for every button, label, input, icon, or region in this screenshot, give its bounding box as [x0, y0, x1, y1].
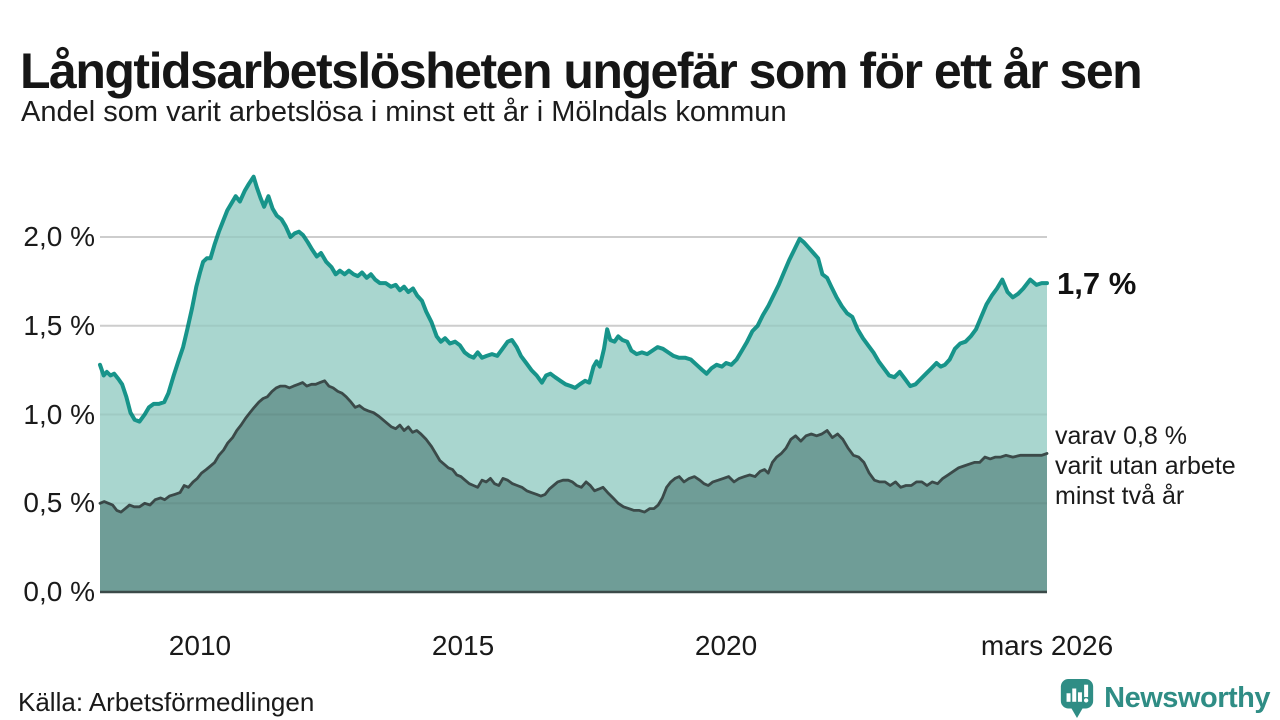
- series-area: [100, 380, 1047, 592]
- x-axis-tick-label: 2015: [431, 630, 495, 661]
- bar-chart-speech-bubble-icon: [1061, 679, 1094, 718]
- page-title: Långtidsarbetslösheten ungefär som för e…: [20, 42, 1143, 99]
- source-text: Källa: Arbetsförmedlingen: [18, 687, 315, 717]
- x-axis-tick-label: 2020: [694, 630, 758, 661]
- gridlines-overlay: [100, 236, 1047, 505]
- y-axis-tick-label: 1,5 %: [23, 309, 95, 341]
- latest-value-label: 1,7 %: [1057, 266, 1137, 301]
- x-axis-tick-label: 2010: [168, 630, 232, 661]
- series-line: [98, 174, 1049, 424]
- secondary-annotation: varav 0,8 % varit utan arbete minst två …: [1055, 422, 1236, 510]
- x-axis-tick-label: mars 2026: [980, 630, 1114, 661]
- page-subtitle: Andel som varit arbetslösa i minst ett å…: [21, 96, 787, 128]
- brand-name: Newsworthy: [1104, 681, 1270, 714]
- y-axis-tick-label: 2,0 %: [23, 221, 95, 252]
- y-axis-tick-label: 0,0 %: [23, 576, 95, 607]
- y-axis-tick-label: 0,5 %: [23, 487, 95, 519]
- series-line: [98, 379, 1049, 514]
- brand-logo: Newsworthy: [1058, 678, 1270, 718]
- area-series: [98, 174, 1049, 592]
- y-axis-tick-label: 1,0 %: [23, 398, 95, 430]
